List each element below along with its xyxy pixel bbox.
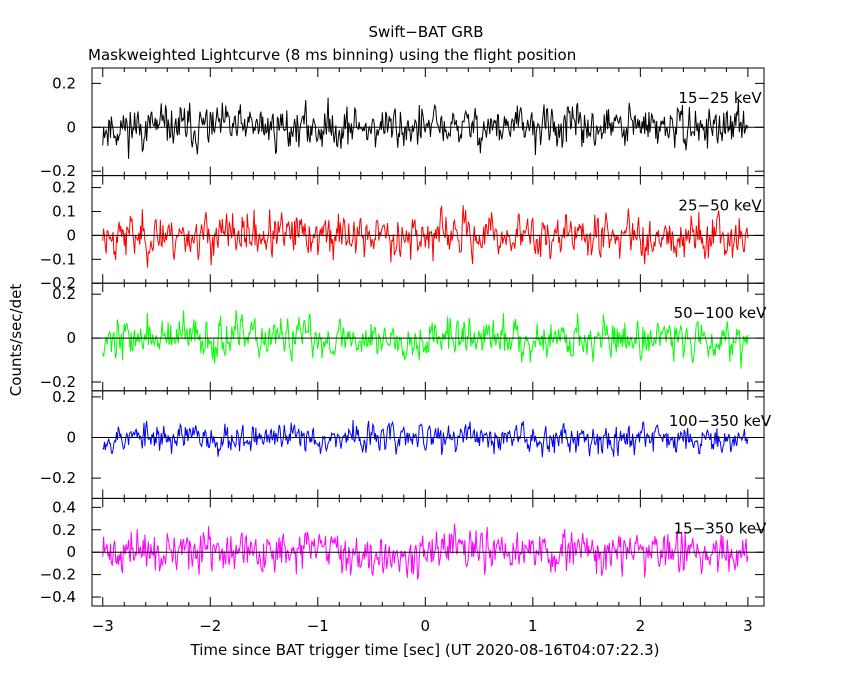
panel-frame bbox=[91, 282, 765, 392]
series-line-5 bbox=[102, 523, 749, 580]
band-label: 15−350 keV bbox=[674, 519, 767, 537]
x-tick-label: −1 bbox=[307, 617, 329, 635]
x-tick-label: 3 bbox=[743, 617, 753, 635]
panel-frame bbox=[91, 390, 765, 499]
band-label: 50−100 keV bbox=[674, 304, 767, 322]
y-tick-label: −0.4 bbox=[40, 588, 76, 606]
y-tick-label: −0.2 bbox=[40, 162, 76, 180]
y-tick-label: 0.1 bbox=[52, 202, 76, 220]
band-label: 25−50 keV bbox=[678, 197, 762, 215]
chart-subtitle: Maskweighted Lightcurve (8 ms binning) u… bbox=[88, 46, 576, 64]
panels-group: −0.2 0 0.2 15−25 keV −0.2 −0.1 0 0.1 0.2 25−50 ke… bbox=[40, 67, 772, 635]
y-axis-label: Counts/sec/det bbox=[7, 284, 25, 397]
y-tick-label: −0.2 bbox=[40, 373, 76, 391]
x-axis-label: Time since BAT trigger time [sec] (UT 20… bbox=[190, 641, 660, 659]
panel-1: −0.2 0 0.2 15−25 keV bbox=[40, 67, 765, 180]
y-tick-label: 0.2 bbox=[52, 179, 76, 197]
series-line-2 bbox=[102, 204, 749, 268]
chart-title: Swift−BAT GRB bbox=[368, 23, 483, 41]
x-tick-label: 2 bbox=[636, 617, 646, 635]
y-tick-label: −0.2 bbox=[40, 566, 76, 584]
y-tick-label: 0.2 bbox=[52, 388, 76, 406]
series-line-1 bbox=[102, 97, 749, 159]
x-tick-label: −2 bbox=[199, 617, 221, 635]
y-tick-label: 0 bbox=[66, 226, 76, 244]
panel-3: −0.2 0 0.2 50−100 keV bbox=[40, 282, 767, 392]
panel-4: −0.2 0 0.2 100−350 keV bbox=[40, 388, 772, 499]
band-label: 15−25 keV bbox=[678, 89, 762, 107]
x-tick-label: 1 bbox=[528, 617, 538, 635]
y-tick-label: 0 bbox=[66, 543, 76, 561]
x-tick-label: −3 bbox=[92, 617, 114, 635]
y-tick-label: 0 bbox=[66, 428, 76, 446]
y-tick-label: 0 bbox=[66, 329, 76, 347]
panel-5: −0.4 −0.2 0 0.2 0.4 15−350 keV bbox=[40, 497, 767, 607]
series-line-3 bbox=[102, 309, 749, 369]
y-tick-label: −0.2 bbox=[40, 274, 76, 292]
y-tick-label: 0.2 bbox=[52, 74, 76, 92]
y-tick-label: 0.2 bbox=[52, 285, 76, 303]
band-label: 100−350 keV bbox=[669, 412, 772, 430]
panel-2: −0.2 −0.1 0 0.1 0.2 25−50 keV bbox=[40, 175, 765, 292]
y-tick-label: 0.2 bbox=[52, 521, 76, 539]
y-tick-label: 0.4 bbox=[52, 498, 76, 516]
x-tick-label: 0 bbox=[421, 617, 431, 635]
y-tick-label: −0.2 bbox=[40, 469, 76, 487]
y-tick-label: −0.1 bbox=[40, 250, 76, 268]
series-line-4 bbox=[102, 419, 749, 458]
y-tick-label: 0 bbox=[66, 118, 76, 136]
